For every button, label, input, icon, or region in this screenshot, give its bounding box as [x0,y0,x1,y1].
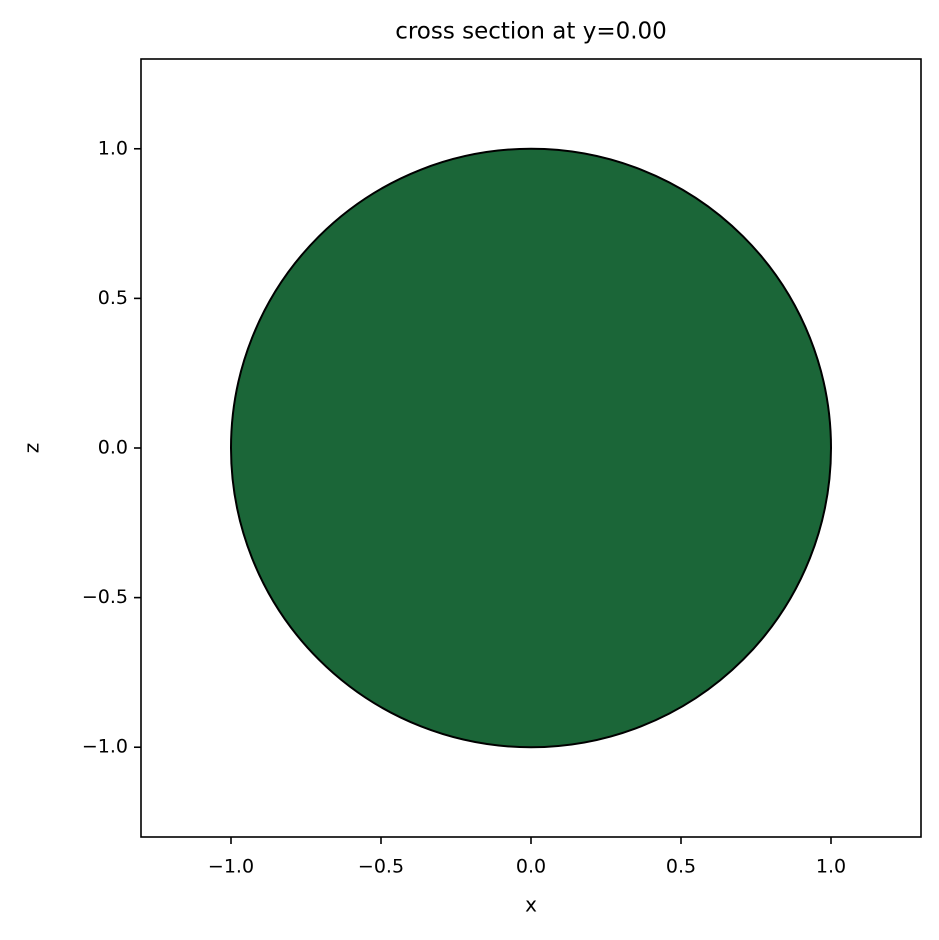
circle-patch [230,147,832,749]
y-tick-label: −0.5 [82,586,128,608]
chart-title: cross section at y=0.00 [395,19,667,45]
y-tick-label: 0.5 [98,287,128,309]
y-tick-label: 1.0 [98,137,128,159]
x-tick-label: 0.0 [516,856,546,878]
x-tick-label: 1.0 [816,856,846,878]
y-tick-label: −1.0 [82,736,128,758]
x-tick-label: −1.0 [208,856,254,878]
y-axis-label: z [20,443,44,454]
x-tick-label: 0.5 [666,856,696,878]
y-tick-label: 0.0 [98,437,128,459]
x-axis-label: x [525,893,537,917]
x-tick-label: −0.5 [358,856,404,878]
